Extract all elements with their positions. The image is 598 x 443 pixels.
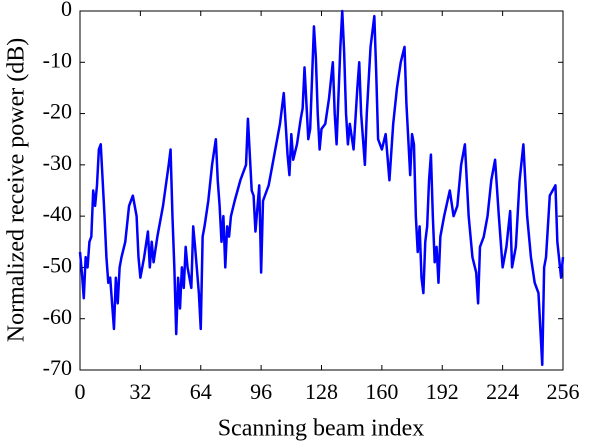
y-tick-label: -40 — [43, 201, 72, 226]
y-tick-label: -50 — [43, 252, 72, 277]
x-tick-label: 256 — [547, 379, 580, 404]
x-tick-label: 0 — [75, 379, 86, 404]
x-tick-label: 64 — [190, 379, 212, 404]
x-tick-label: 32 — [129, 379, 151, 404]
y-axis-label: Normalized receive power (dB) — [4, 38, 30, 343]
x-tick-label: 96 — [250, 379, 272, 404]
x-tick-label: 224 — [486, 379, 519, 404]
y-tick-label: -20 — [43, 99, 72, 124]
y-tick-label: -10 — [43, 47, 72, 72]
x-tick-label: 192 — [426, 379, 459, 404]
line — [78, 9, 565, 367]
x-tick-label: 128 — [305, 379, 338, 404]
y-tick-label: -60 — [43, 304, 72, 329]
x-tick-label: 160 — [365, 379, 398, 404]
y-tick-label: -70 — [43, 355, 72, 380]
x-axis-label: Scanning beam index — [218, 416, 425, 442]
y-tick-label: -30 — [43, 150, 72, 175]
y-tick-label: 0 — [61, 0, 72, 21]
